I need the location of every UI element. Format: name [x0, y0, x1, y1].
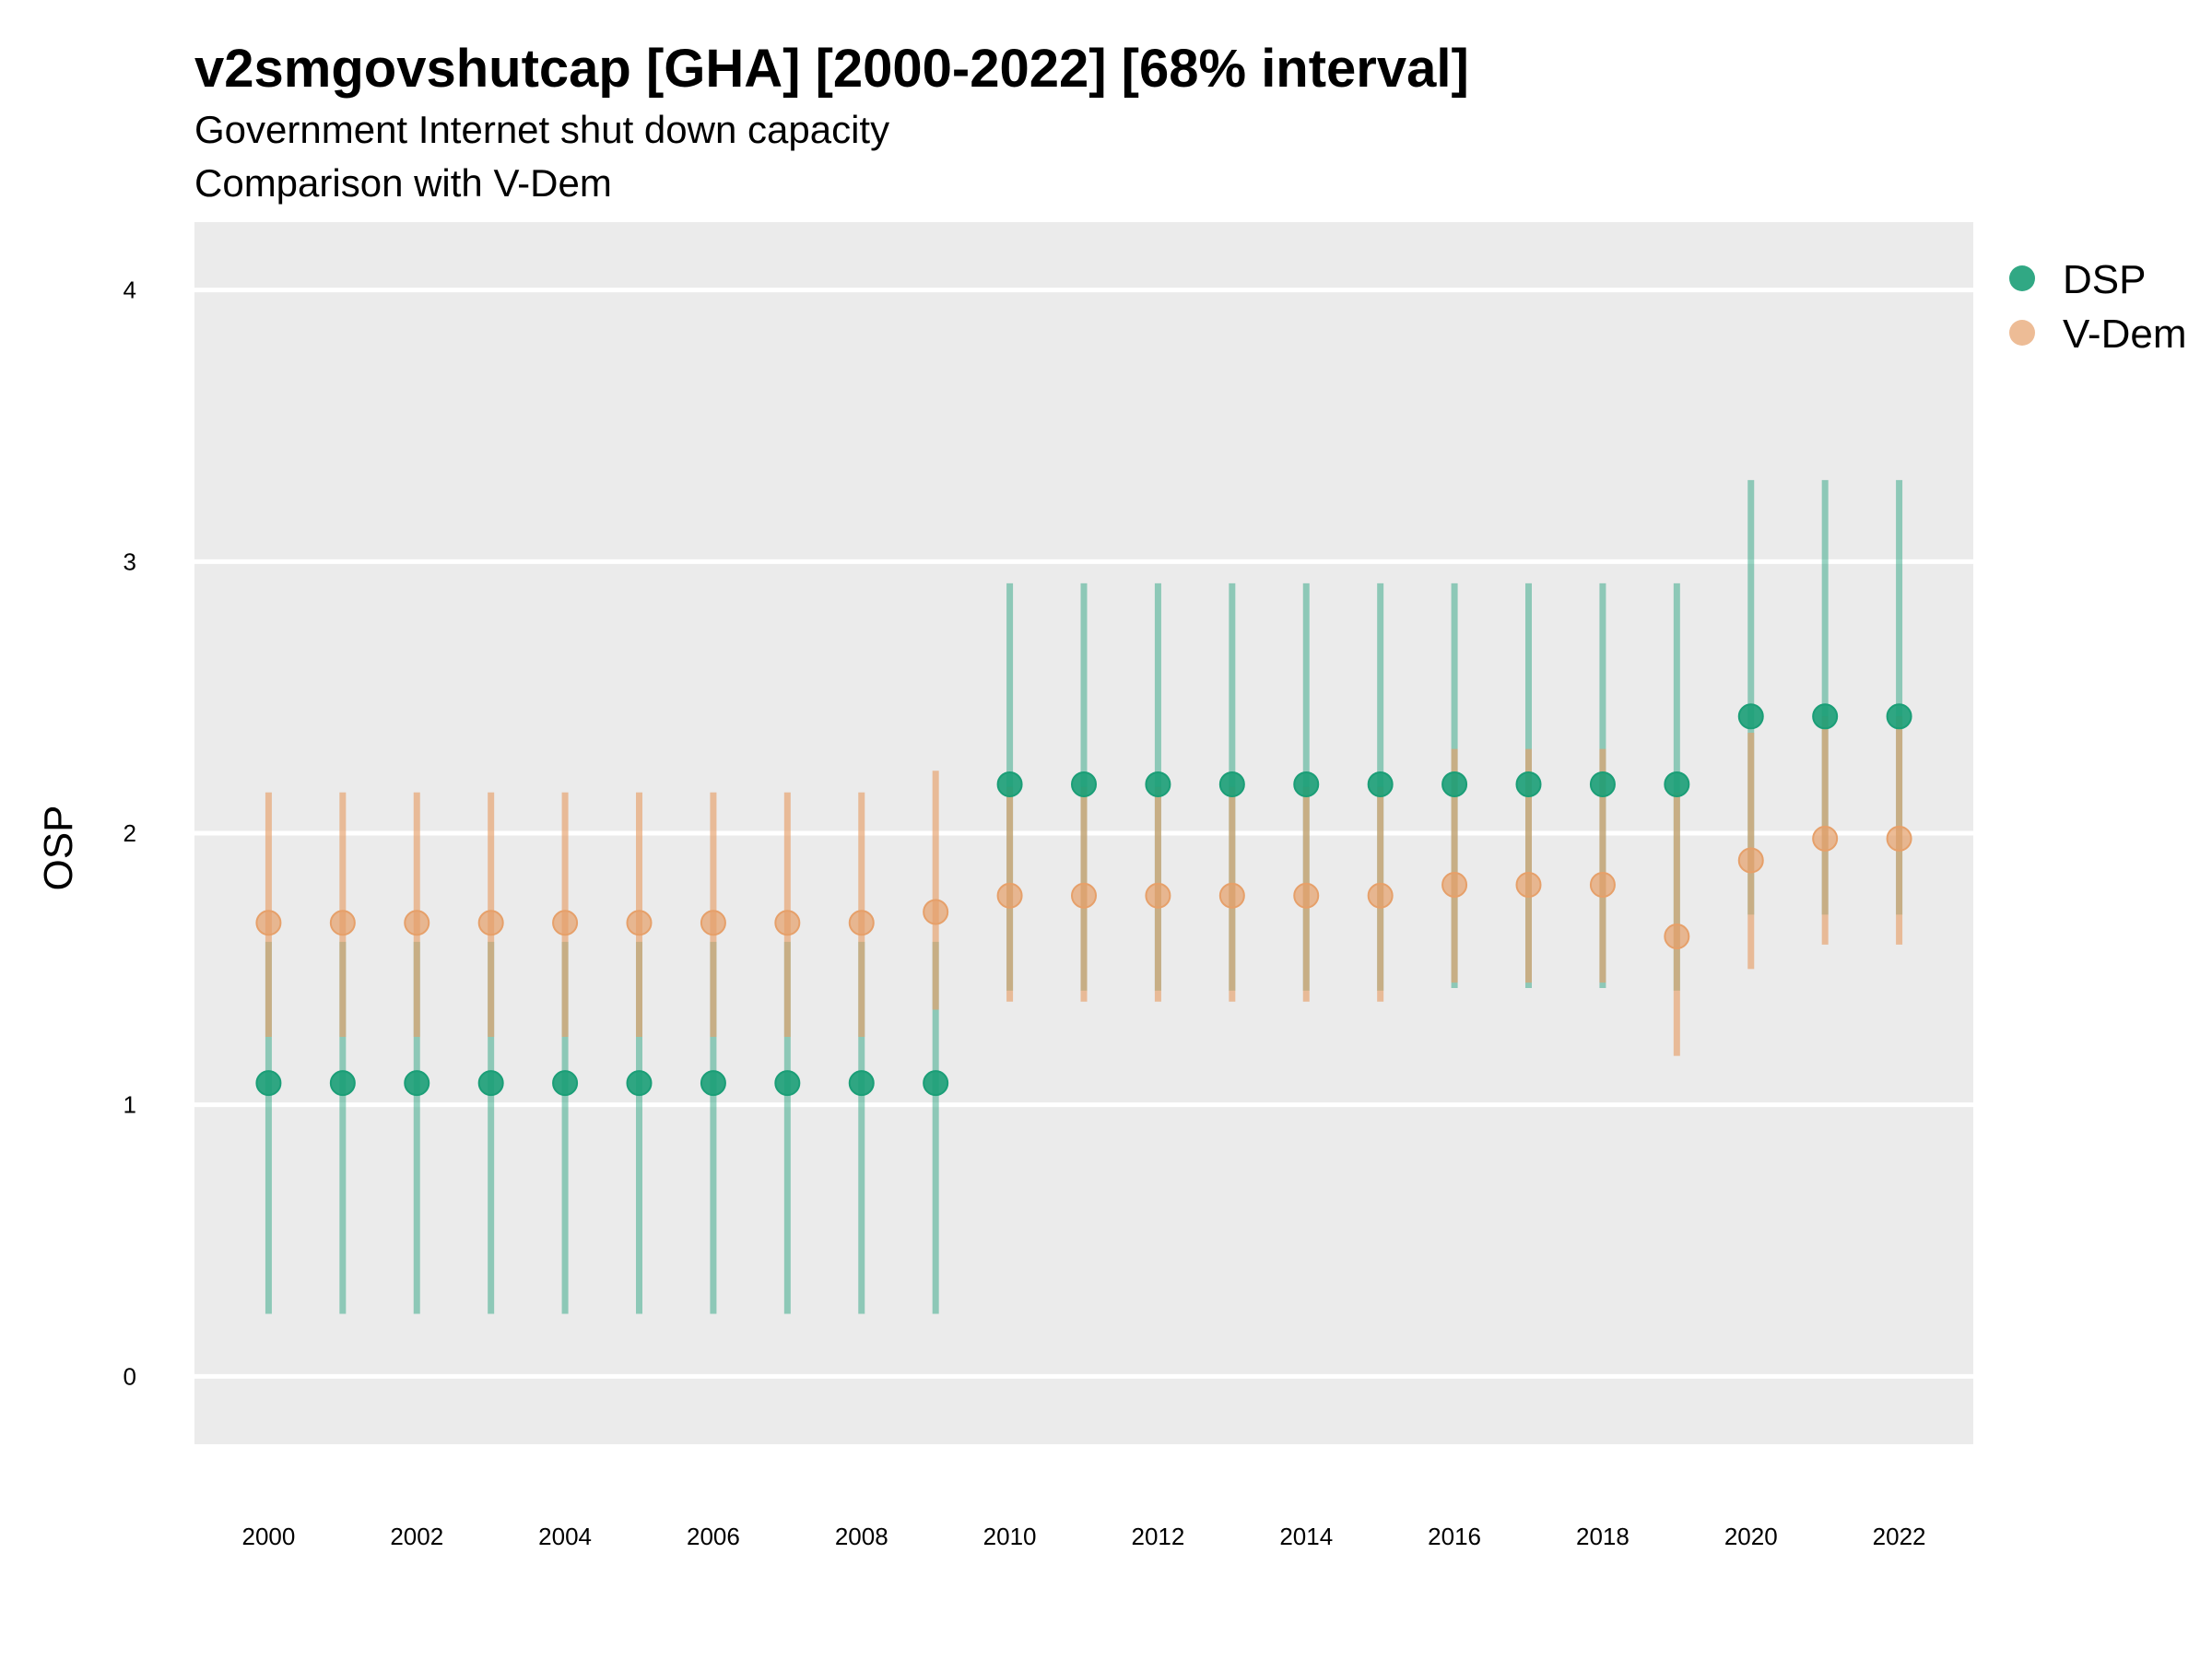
point-vdem	[1589, 871, 1616, 898]
point-vdem	[996, 882, 1023, 909]
point-vdem	[404, 910, 430, 936]
y-tick-labels: 0 1 2 3 4	[124, 276, 136, 1391]
point-dsp	[923, 1070, 949, 1097]
y-axis-label: OSP	[36, 806, 81, 891]
point-vdem	[329, 910, 356, 936]
point-estimates	[255, 703, 1912, 1097]
legend-label-vdem: V-Dem	[2063, 312, 2186, 357]
point-vdem	[1515, 871, 1542, 898]
point-vdem	[1812, 825, 1839, 852]
x-tick-label: 2018	[1576, 1523, 1630, 1550]
point-dsp	[1515, 771, 1542, 797]
chart-title: v2smgovshutcap [GHA] [2000-2022] [68% in…	[194, 39, 1469, 99]
x-tick-label: 2020	[1724, 1523, 1778, 1550]
point-dsp	[404, 1070, 430, 1097]
point-vdem	[626, 910, 653, 936]
point-dsp	[1145, 771, 1171, 797]
y-tick-label: 4	[124, 276, 136, 304]
chart-subtitle-line-1: Government Internet shut down capacity	[194, 108, 889, 151]
point-vdem	[552, 910, 579, 936]
point-dsp	[1886, 703, 1912, 730]
point-dsp	[1071, 771, 1097, 797]
point-dsp	[848, 1070, 875, 1097]
x-tick-label: 2016	[1428, 1523, 1481, 1550]
y-tick-label: 0	[124, 1362, 136, 1390]
point-vdem	[848, 910, 875, 936]
point-dsp	[1441, 771, 1468, 797]
point-vdem	[477, 910, 504, 936]
point-dsp	[1293, 771, 1320, 797]
y-tick-label: 1	[124, 1091, 136, 1119]
x-tick-label: 2010	[983, 1523, 1037, 1550]
x-tick-label: 2008	[835, 1523, 888, 1550]
point-vdem	[1071, 882, 1097, 909]
point-dsp	[996, 771, 1023, 797]
point-vdem	[923, 899, 949, 925]
legend-marker-dsp	[2009, 265, 2035, 291]
point-vdem	[1737, 847, 1764, 874]
point-vdem	[700, 910, 726, 936]
x-tick-label: 2022	[1873, 1523, 1926, 1550]
point-vdem	[1441, 871, 1468, 898]
legend: DSP V-Dem	[2009, 257, 2186, 357]
x-tick-label: 2006	[687, 1523, 740, 1550]
point-dsp	[774, 1070, 801, 1097]
legend-label-dsp: DSP	[2063, 257, 2146, 302]
x-tick-label: 2012	[1131, 1523, 1184, 1550]
point-vdem	[255, 910, 282, 936]
point-dsp	[477, 1070, 504, 1097]
x-tick-label: 2014	[1279, 1523, 1333, 1550]
point-vdem	[1218, 882, 1245, 909]
point-dsp	[626, 1070, 653, 1097]
point-dsp	[552, 1070, 579, 1097]
y-tick-label: 3	[124, 547, 136, 575]
x-tick-label: 2000	[241, 1523, 295, 1550]
point-dsp	[1664, 771, 1690, 797]
point-dsp	[1589, 771, 1616, 797]
point-vdem	[1145, 882, 1171, 909]
point-vdem	[1886, 825, 1912, 852]
point-vdem	[1293, 882, 1320, 909]
x-tick-label: 2002	[390, 1523, 443, 1550]
y-tick-label: 2	[124, 819, 136, 847]
point-dsp	[1218, 771, 1245, 797]
point-dsp	[1367, 771, 1394, 797]
point-dsp	[329, 1070, 356, 1097]
point-dsp	[1812, 703, 1839, 730]
chart-subtitle-line-2: Comparison with V-Dem	[194, 161, 612, 205]
point-dsp	[1737, 703, 1764, 730]
x-tick-label: 2004	[538, 1523, 592, 1550]
point-vdem	[1664, 923, 1690, 949]
point-dsp	[700, 1070, 726, 1097]
point-vdem	[774, 910, 801, 936]
point-dsp	[255, 1070, 282, 1097]
legend-marker-vdem	[2009, 320, 2035, 346]
point-vdem	[1367, 882, 1394, 909]
x-tick-labels: 2000 2002 2004 2006 2008 2010 2012 2014 2016 2018…	[241, 1523, 1925, 1550]
